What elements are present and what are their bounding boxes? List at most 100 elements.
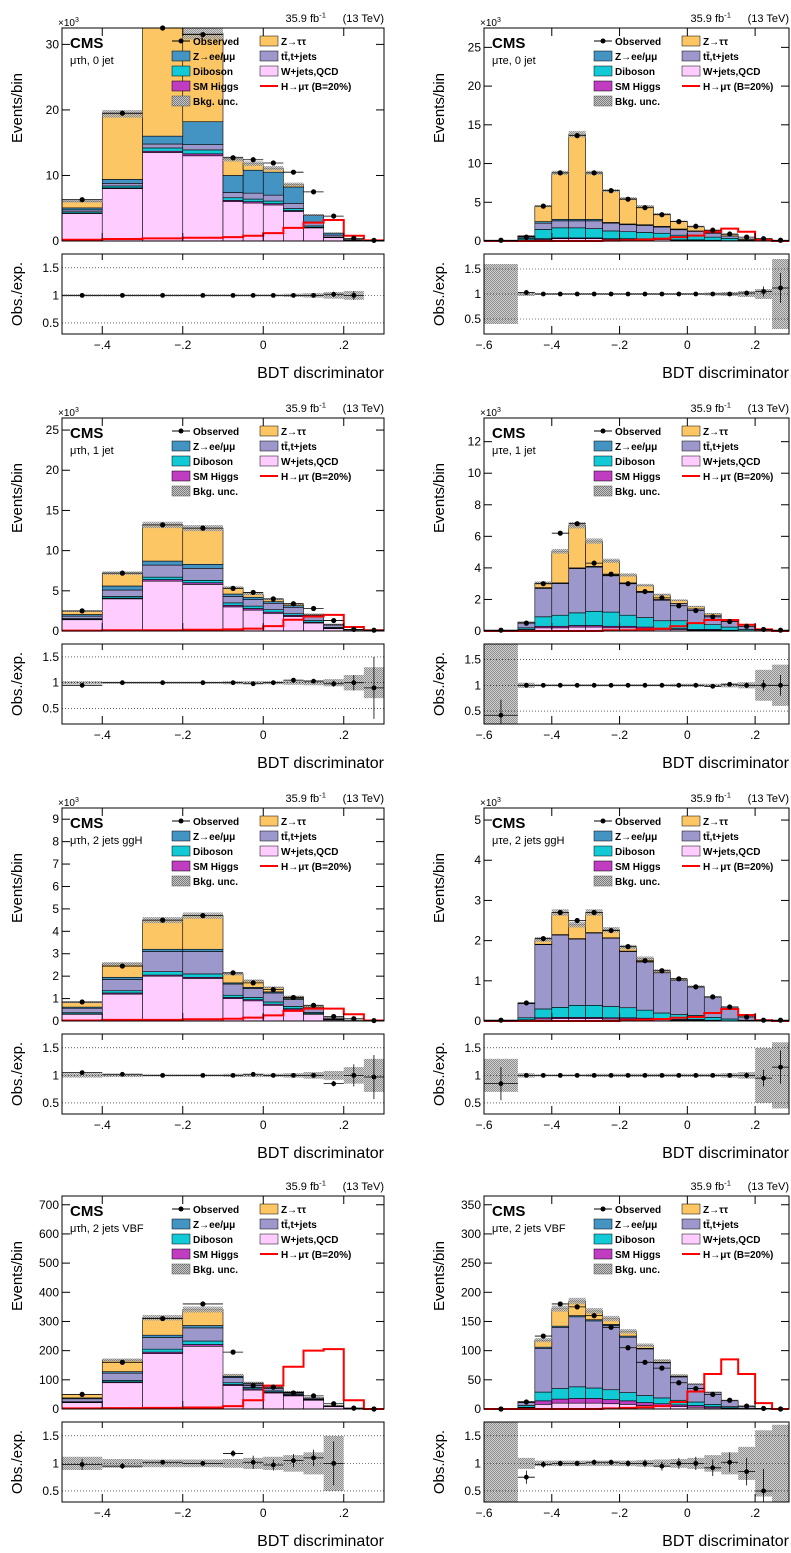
observed-point bbox=[625, 581, 631, 587]
ratio-point bbox=[574, 291, 580, 297]
y-tick-label: 150 bbox=[461, 1314, 481, 1328]
ratio-y-tick-label: 1.5 bbox=[464, 1429, 481, 1443]
ratio-point bbox=[160, 292, 166, 298]
observed-point bbox=[659, 212, 665, 218]
legend-swatch-smhiggs bbox=[171, 1248, 191, 1260]
ratio-point bbox=[608, 1459, 614, 1465]
cms-label: CMS bbox=[492, 35, 525, 52]
legend-label-ttbar: tt̄,t+jets bbox=[281, 51, 317, 63]
stack-bar-diboson bbox=[703, 624, 722, 630]
observed-point bbox=[119, 963, 125, 969]
stack-bar-zll bbox=[222, 175, 244, 193]
ratio-point bbox=[642, 1072, 648, 1078]
observed-point bbox=[290, 601, 297, 607]
stack-bar-diboson bbox=[602, 1006, 620, 1019]
ratio-y-tick-label: 0.5 bbox=[42, 1484, 59, 1498]
y-tick-label: 5 bbox=[474, 813, 481, 827]
stack-bar-ztt bbox=[182, 915, 224, 950]
bkg-unc-band bbox=[687, 1383, 705, 1385]
stack-bar-wjets bbox=[142, 1353, 184, 1410]
main-frame bbox=[61, 27, 385, 242]
bkg-unc-band bbox=[534, 1338, 552, 1343]
legend-observed-dot bbox=[178, 1206, 184, 1212]
legend-label-zll: Z→ee/μμ bbox=[193, 442, 235, 453]
stack-bar-wjets bbox=[303, 1399, 324, 1410]
stack-bar-wjets bbox=[222, 998, 244, 1022]
ratio-point bbox=[351, 292, 357, 298]
stack-bar-ttbar bbox=[619, 583, 637, 616]
legend-label-smhiggs: SM Higgs bbox=[193, 1250, 239, 1261]
legend-label-signal: H→μτ (B=20%) bbox=[703, 82, 773, 93]
observed-point bbox=[574, 1304, 580, 1310]
stack-bar-ttbar bbox=[182, 951, 224, 975]
stack-bar-smhiggs bbox=[585, 1398, 603, 1404]
stack-bar-diboson bbox=[703, 1404, 722, 1407]
y-tick-label: 10 bbox=[468, 466, 482, 480]
ratio-point bbox=[625, 291, 631, 297]
stack-bar-wjets bbox=[101, 188, 143, 242]
ratio-point bbox=[498, 712, 504, 718]
stack-bar-diboson bbox=[222, 197, 244, 201]
ratio-point bbox=[270, 680, 276, 686]
ratio-point bbox=[79, 682, 85, 688]
stack-bar-ttbar bbox=[568, 568, 586, 614]
legend-label-observed: Observed bbox=[615, 1205, 661, 1216]
legend-label-observed: Observed bbox=[193, 817, 239, 828]
stack-bar-wjets bbox=[283, 1395, 304, 1410]
legend-label-smhiggs: SM Higgs bbox=[615, 472, 661, 483]
legend-label-ztt: Z→ττ bbox=[281, 37, 307, 48]
legend-unc-swatch bbox=[171, 875, 191, 887]
observed-point bbox=[331, 1401, 337, 1407]
lumi-label: 35.9 fb-1 bbox=[286, 11, 326, 25]
stack-bar-diboson bbox=[551, 1388, 570, 1400]
ratio-y-axis-label: Obs./exp. bbox=[9, 1430, 26, 1494]
observed-point bbox=[230, 155, 236, 161]
stack-bar-ttbar bbox=[670, 980, 688, 1015]
observed-point bbox=[676, 603, 682, 609]
stack-bar-diboson bbox=[262, 200, 284, 204]
ratio-point bbox=[200, 292, 206, 298]
y-tick-label: 2 bbox=[52, 969, 59, 983]
ratio-point bbox=[574, 1460, 580, 1466]
y-tick-label: 8 bbox=[474, 498, 481, 512]
legend-label-ztt: Z→ττ bbox=[281, 1205, 307, 1216]
ratio-point bbox=[119, 292, 125, 298]
bkg-unc-band bbox=[653, 593, 671, 596]
stack-bar-ztt bbox=[551, 172, 570, 220]
y-axis-label: Events/bin bbox=[9, 853, 26, 923]
bkg-unc-band bbox=[653, 1359, 671, 1363]
legend-swatch-smhiggs bbox=[593, 470, 613, 482]
legend-observed-dot bbox=[600, 818, 606, 824]
ratio-point bbox=[557, 1460, 563, 1466]
legend-label-ttbar: tt̄,t+jets bbox=[703, 831, 739, 843]
legend-swatch-diboson bbox=[593, 1233, 613, 1245]
observed-point bbox=[498, 1017, 504, 1023]
stack-bar-ztt bbox=[142, 919, 184, 950]
stack-bar-ttbar bbox=[61, 1398, 103, 1403]
bkg-unc-band bbox=[243, 1381, 264, 1384]
observed-point bbox=[351, 1016, 357, 1022]
energy-label: (13 TeV) bbox=[343, 403, 384, 415]
y-tick-label: 700 bbox=[39, 1198, 59, 1212]
stack-bar-zll bbox=[182, 948, 224, 952]
ratio-y-tick-label: 0.5 bbox=[464, 1484, 481, 1498]
legend-unc-swatch bbox=[171, 95, 191, 107]
x-axis-label: BDT discriminator bbox=[257, 755, 385, 772]
observed-point bbox=[250, 589, 256, 596]
stack-bar-ttbar bbox=[653, 599, 671, 622]
x-tick-label: −.4 bbox=[94, 1118, 111, 1132]
x-tick-label: −.2 bbox=[611, 1506, 628, 1520]
legend-unc-swatch bbox=[593, 485, 613, 497]
legend-swatch-ttbar bbox=[259, 440, 279, 452]
bkg-unc-band bbox=[670, 599, 688, 602]
stack-bar-ttbar bbox=[636, 225, 654, 233]
legend-swatch-zll bbox=[171, 830, 191, 842]
y-tick-label: 8 bbox=[52, 835, 59, 849]
x-tick-label: −.4 bbox=[94, 728, 111, 742]
observed-point bbox=[250, 980, 256, 986]
legend-label-unc: Bkg. unc. bbox=[193, 1265, 238, 1276]
observed-point bbox=[557, 530, 563, 536]
channel-label: μτe, 1 jet bbox=[492, 445, 536, 457]
observed-point bbox=[230, 1349, 236, 1355]
